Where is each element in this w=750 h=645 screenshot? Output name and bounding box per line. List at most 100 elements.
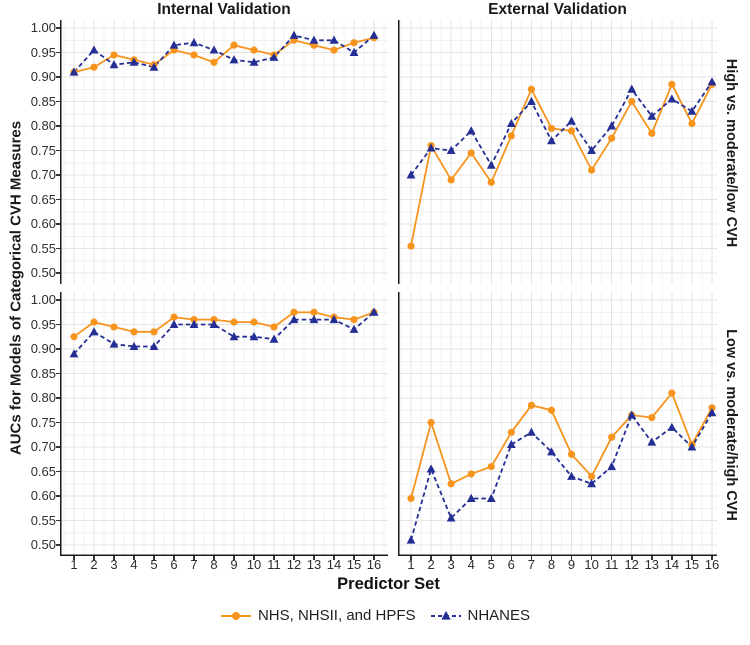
panel-external-low	[398, 292, 717, 556]
y-tick-label: 0.95	[30, 316, 56, 332]
x-tick-label: 13	[644, 557, 660, 572]
x-tick-label: 6	[507, 557, 515, 572]
x-tick-label: 9	[567, 557, 576, 572]
x-tick-label: 16	[704, 557, 720, 572]
x-tick-mark	[353, 556, 355, 560]
x-tick-mark	[213, 556, 215, 560]
x-tick-mark	[253, 556, 255, 560]
x-tick-label: 2	[90, 557, 98, 572]
y-tick-label: 0.60	[30, 488, 56, 503]
y-tick-mark	[56, 397, 60, 399]
x-tick-label: 4	[467, 557, 475, 572]
y-tick-mark	[56, 495, 60, 497]
x-tick-label: 13	[306, 557, 322, 572]
y-tick-mark	[56, 470, 60, 473]
y-tick-label: 0.70	[30, 167, 56, 182]
x-tick-mark	[410, 556, 412, 560]
facet-title-external-validation: External Validation	[488, 1, 627, 18]
y-tick-label: 0.50	[30, 265, 56, 280]
x-tick-mark	[631, 556, 633, 560]
x-tick-mark	[153, 556, 155, 560]
y-tick-label: 0.90	[30, 341, 56, 356]
y-tick-label: 0.85	[30, 365, 56, 381]
y-tick-mark	[56, 544, 60, 546]
x-tick-mark	[570, 556, 573, 560]
x-tick-mark	[671, 556, 673, 560]
x-tick-mark	[691, 556, 693, 560]
nhs-line-circle-icon	[220, 611, 251, 620]
x-tick-label: 15	[346, 557, 362, 572]
y-tick-mark	[56, 247, 60, 250]
x-tick-mark	[73, 556, 75, 560]
x-tick-label: 10	[246, 557, 262, 572]
x-tick-label: 2	[427, 557, 435, 572]
y-tick-label: 0.85	[30, 93, 56, 109]
x-tick-label: 5	[150, 557, 158, 572]
y-tick-label: 0.95	[30, 44, 56, 60]
y-tick-mark	[56, 519, 60, 522]
x-tick-label: 10	[584, 557, 599, 572]
y-tick-label: 0.50	[30, 537, 56, 552]
x-tick-mark	[450, 556, 452, 560]
x-tick-mark	[590, 556, 593, 560]
legend-item-nhanes: NHANES	[430, 607, 530, 624]
x-tick-label: 12	[624, 557, 639, 572]
x-tick-mark	[373, 556, 375, 560]
x-tick-label: 6	[170, 557, 178, 572]
y-tick-label: 1.00	[30, 292, 56, 307]
x-tick-label: 3	[447, 557, 455, 572]
y-tick-mark	[56, 76, 60, 78]
legend: NHS, NHSII, and HPFS NHANES	[0, 607, 750, 624]
x-tick-label: 8	[547, 557, 556, 572]
y-tick-label: 0.65	[30, 463, 56, 479]
y-tick-label: 0.75	[30, 414, 56, 430]
x-axis-title: Predictor Set	[337, 575, 440, 593]
x-tick-label: 9	[230, 557, 238, 572]
y-tick-mark	[56, 372, 60, 375]
x-tick-mark	[711, 556, 713, 560]
x-tick-label: 12	[286, 557, 302, 572]
panel-internal-low	[60, 292, 388, 556]
y-tick-label: 0.60	[30, 216, 56, 231]
x-tick-mark	[133, 556, 135, 560]
y-tick-mark	[56, 27, 60, 29]
x-tick-mark	[651, 556, 653, 560]
y-tick-label: 0.65	[30, 191, 56, 207]
x-tick-label: 3	[110, 557, 118, 572]
x-tick-mark	[470, 556, 472, 560]
x-tick-mark	[610, 556, 613, 560]
x-tick-mark	[490, 556, 492, 560]
x-tick-label: 5	[487, 557, 495, 572]
x-tick-label: 11	[604, 557, 619, 572]
y-tick-mark	[56, 174, 60, 176]
y-tick-label: 0.55	[30, 240, 56, 256]
nhanes-dashed-triangle-icon	[430, 610, 461, 620]
x-tick-mark	[193, 556, 195, 560]
x-tick-mark	[313, 556, 315, 560]
legend-label-nhs: NHS, NHSII, and HPFS	[257, 607, 416, 624]
y-tick-label: 0.90	[30, 69, 56, 84]
x-tick-label: 14	[664, 557, 680, 572]
y-tick-mark	[56, 299, 60, 301]
y-tick-mark	[56, 125, 60, 127]
y-tick-mark	[56, 198, 60, 201]
x-tick-label: 1	[70, 557, 78, 572]
y-tick-mark	[56, 149, 60, 152]
y-tick-label: 1.00	[30, 20, 56, 35]
x-tick-label: 8	[210, 557, 218, 572]
y-tick-mark	[56, 223, 60, 225]
x-tick-label: 14	[326, 557, 342, 572]
x-tick-label: 7	[527, 557, 535, 572]
x-tick-mark	[173, 556, 175, 560]
y-tick-label: 0.55	[30, 512, 56, 528]
x-tick-label: 4	[130, 557, 138, 572]
legend-item-nhs: NHS, NHSII, and HPFS	[220, 607, 416, 624]
x-tick-label: 15	[684, 557, 700, 572]
x-tick-mark	[333, 556, 335, 560]
x-tick-mark	[293, 556, 295, 560]
y-tick-label: 0.80	[30, 118, 56, 133]
x-tick-label: 11	[267, 557, 281, 572]
y-tick-mark	[56, 421, 60, 424]
y-tick-label: 0.80	[30, 390, 56, 405]
